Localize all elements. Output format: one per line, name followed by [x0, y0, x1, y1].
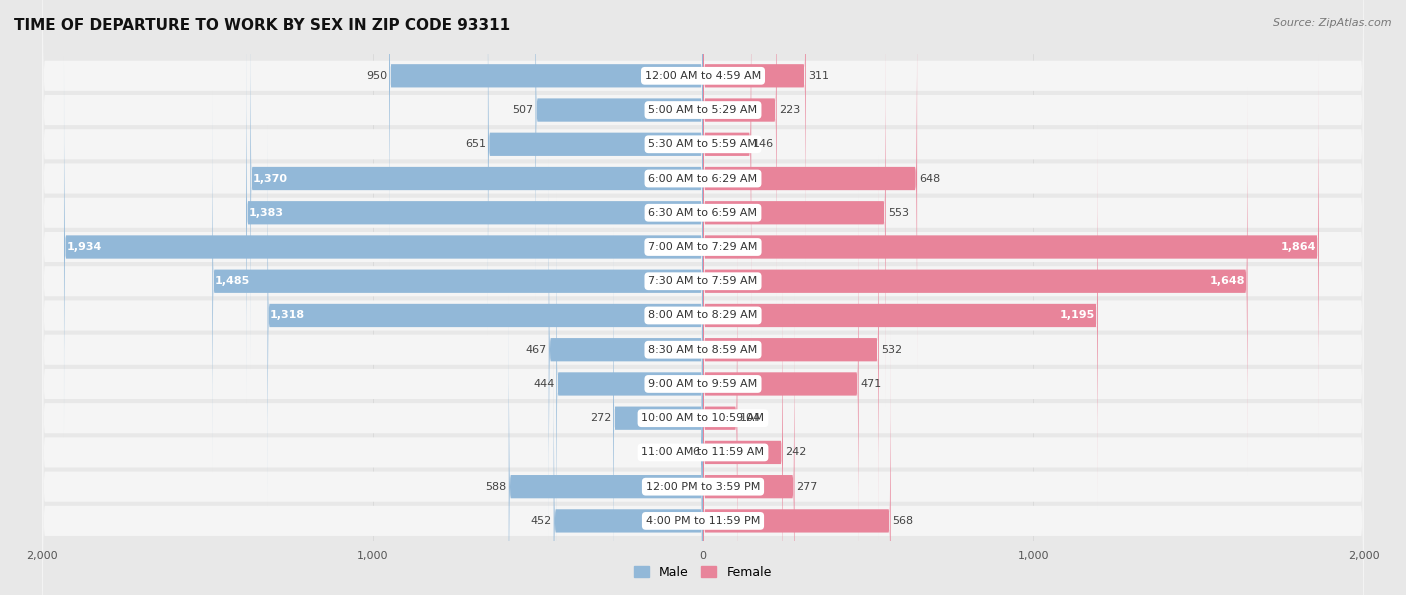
Text: Source: ZipAtlas.com: Source: ZipAtlas.com	[1274, 18, 1392, 28]
FancyBboxPatch shape	[703, 87, 1247, 475]
Legend: Male, Female: Male, Female	[630, 561, 776, 584]
Text: 444: 444	[533, 379, 554, 389]
FancyBboxPatch shape	[557, 190, 703, 578]
Text: 12:00 PM to 3:59 PM: 12:00 PM to 3:59 PM	[645, 482, 761, 491]
FancyBboxPatch shape	[42, 262, 1364, 595]
Text: 223: 223	[779, 105, 800, 115]
Text: 5:00 AM to 5:29 AM: 5:00 AM to 5:29 AM	[648, 105, 758, 115]
Text: 452: 452	[530, 516, 551, 526]
Text: 104: 104	[740, 413, 761, 423]
Text: 311: 311	[807, 71, 828, 81]
Text: 1,648: 1,648	[1209, 276, 1244, 286]
Text: 1,195: 1,195	[1060, 311, 1095, 321]
FancyBboxPatch shape	[389, 0, 703, 270]
FancyBboxPatch shape	[42, 193, 1364, 595]
FancyBboxPatch shape	[613, 224, 703, 595]
FancyBboxPatch shape	[42, 91, 1364, 595]
FancyBboxPatch shape	[65, 53, 703, 441]
Text: 588: 588	[485, 482, 506, 491]
Text: 507: 507	[512, 105, 533, 115]
FancyBboxPatch shape	[42, 23, 1364, 540]
Text: 1,370: 1,370	[253, 174, 288, 183]
Text: 12:00 AM to 4:59 AM: 12:00 AM to 4:59 AM	[645, 71, 761, 81]
FancyBboxPatch shape	[702, 259, 703, 595]
Text: 467: 467	[526, 345, 547, 355]
FancyBboxPatch shape	[703, 224, 737, 595]
Text: 4:00 PM to 11:59 PM: 4:00 PM to 11:59 PM	[645, 516, 761, 526]
FancyBboxPatch shape	[703, 156, 879, 543]
Text: 8:30 AM to 8:59 AM: 8:30 AM to 8:59 AM	[648, 345, 758, 355]
Text: 1,864: 1,864	[1281, 242, 1316, 252]
FancyBboxPatch shape	[703, 0, 806, 270]
FancyBboxPatch shape	[267, 122, 703, 509]
FancyBboxPatch shape	[42, 0, 1364, 369]
Text: 1,383: 1,383	[249, 208, 284, 218]
FancyBboxPatch shape	[536, 0, 703, 304]
FancyBboxPatch shape	[212, 87, 703, 475]
Text: 532: 532	[880, 345, 901, 355]
FancyBboxPatch shape	[703, 122, 1098, 509]
FancyBboxPatch shape	[703, 19, 886, 406]
Text: 272: 272	[589, 413, 612, 423]
Text: 950: 950	[366, 71, 387, 81]
Text: 8:00 AM to 8:29 AM: 8:00 AM to 8:29 AM	[648, 311, 758, 321]
Text: 10:00 AM to 10:59 AM: 10:00 AM to 10:59 AM	[641, 413, 765, 423]
Text: 568: 568	[893, 516, 914, 526]
Text: 553: 553	[887, 208, 908, 218]
FancyBboxPatch shape	[703, 0, 776, 304]
FancyBboxPatch shape	[42, 0, 1364, 403]
FancyBboxPatch shape	[703, 259, 783, 595]
Text: 648: 648	[920, 174, 941, 183]
FancyBboxPatch shape	[42, 0, 1364, 437]
Text: 7:30 AM to 7:59 AM: 7:30 AM to 7:59 AM	[648, 276, 758, 286]
FancyBboxPatch shape	[42, 228, 1364, 595]
FancyBboxPatch shape	[42, 0, 1364, 334]
FancyBboxPatch shape	[509, 293, 703, 595]
Text: 277: 277	[797, 482, 818, 491]
Text: 651: 651	[465, 139, 486, 149]
FancyBboxPatch shape	[250, 0, 703, 372]
Text: 1,318: 1,318	[270, 311, 305, 321]
Text: 9:00 AM to 9:59 AM: 9:00 AM to 9:59 AM	[648, 379, 758, 389]
FancyBboxPatch shape	[488, 0, 703, 338]
FancyBboxPatch shape	[246, 19, 703, 406]
FancyBboxPatch shape	[548, 156, 703, 543]
Text: 6:30 AM to 6:59 AM: 6:30 AM to 6:59 AM	[648, 208, 758, 218]
Text: 11:00 AM to 11:59 AM: 11:00 AM to 11:59 AM	[641, 447, 765, 458]
FancyBboxPatch shape	[703, 190, 859, 578]
Text: 5:30 AM to 5:59 AM: 5:30 AM to 5:59 AM	[648, 139, 758, 149]
FancyBboxPatch shape	[42, 0, 1364, 506]
Text: TIME OF DEPARTURE TO WORK BY SEX IN ZIP CODE 93311: TIME OF DEPARTURE TO WORK BY SEX IN ZIP …	[14, 18, 510, 33]
FancyBboxPatch shape	[703, 0, 917, 372]
Text: 7:00 AM to 7:29 AM: 7:00 AM to 7:29 AM	[648, 242, 758, 252]
Text: 1,934: 1,934	[66, 242, 103, 252]
FancyBboxPatch shape	[42, 57, 1364, 574]
Text: 1,485: 1,485	[215, 276, 250, 286]
FancyBboxPatch shape	[42, 159, 1364, 595]
FancyBboxPatch shape	[554, 327, 703, 595]
Text: 6:00 AM to 6:29 AM: 6:00 AM to 6:29 AM	[648, 174, 758, 183]
FancyBboxPatch shape	[42, 125, 1364, 595]
Text: 6: 6	[692, 447, 699, 458]
Text: 146: 146	[754, 139, 775, 149]
FancyBboxPatch shape	[703, 0, 751, 338]
FancyBboxPatch shape	[703, 327, 890, 595]
Text: 242: 242	[785, 447, 806, 458]
FancyBboxPatch shape	[703, 53, 1319, 441]
Text: 471: 471	[860, 379, 882, 389]
FancyBboxPatch shape	[703, 293, 794, 595]
FancyBboxPatch shape	[42, 0, 1364, 472]
